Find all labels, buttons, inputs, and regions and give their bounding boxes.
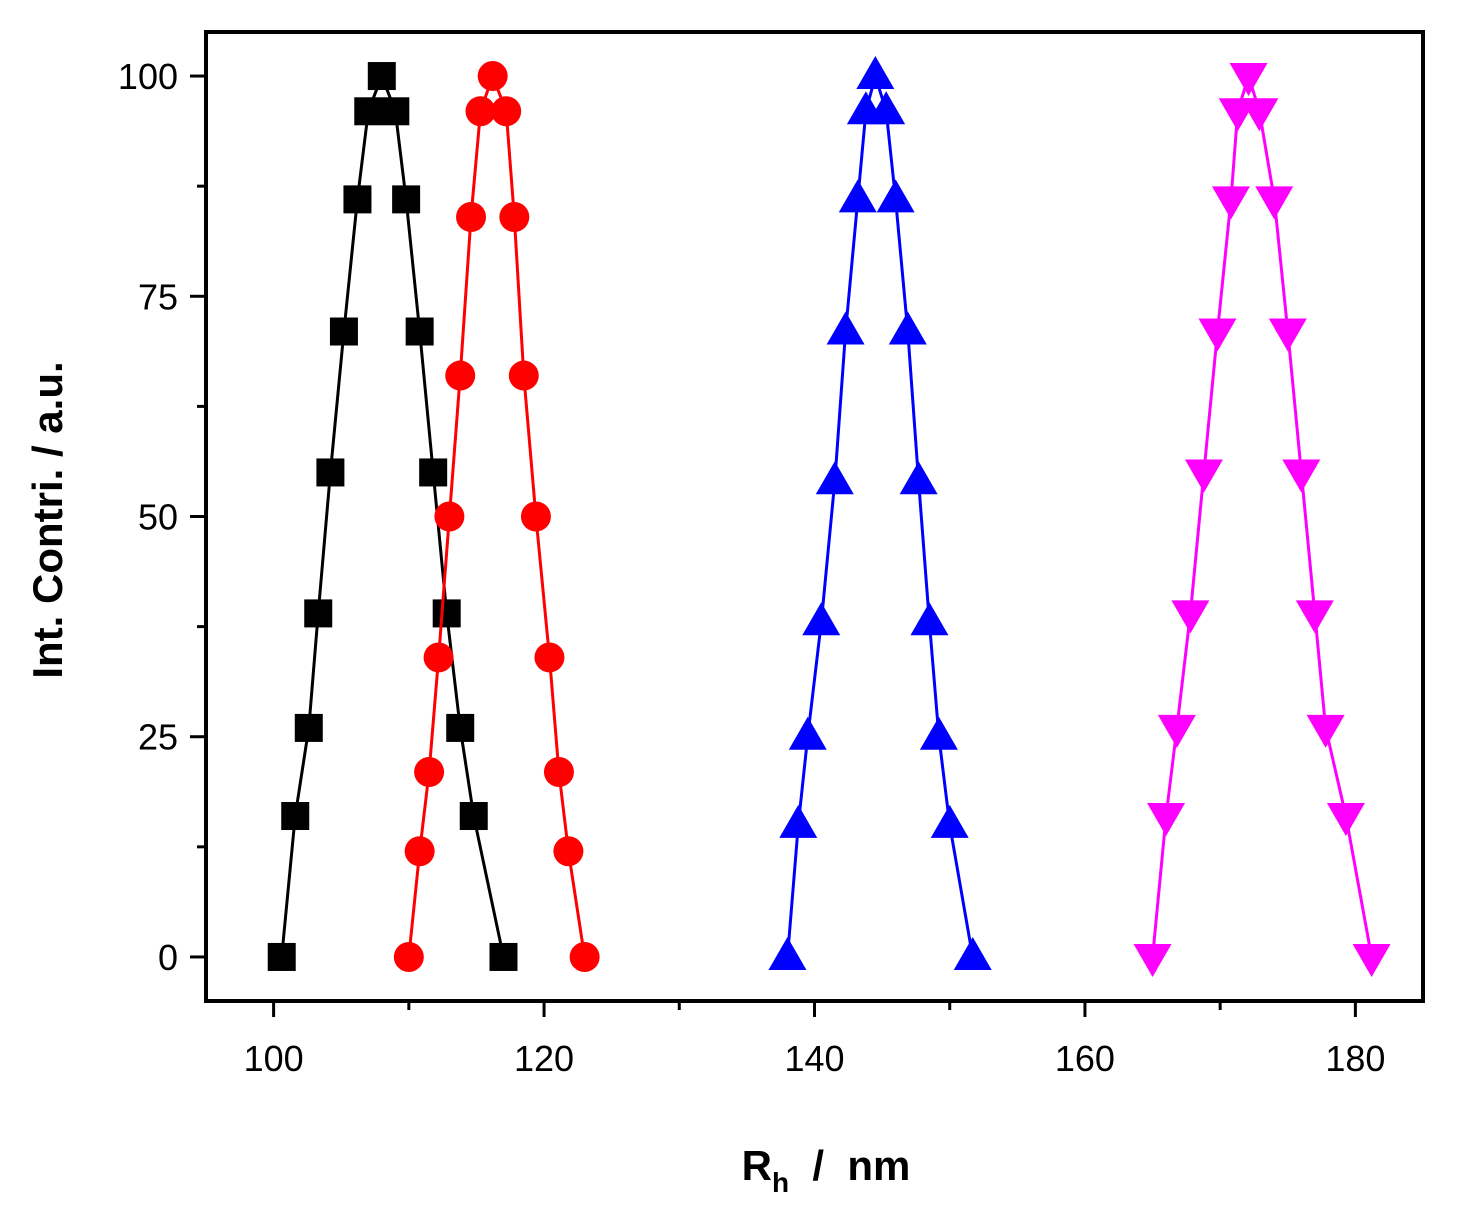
data-point (1229, 63, 1268, 97)
series-layer (267, 56, 1391, 977)
data-point (459, 802, 488, 831)
data-point (304, 599, 333, 628)
data-point (1326, 803, 1365, 837)
data-point (508, 360, 539, 391)
data-point (432, 599, 461, 628)
data-point (445, 360, 476, 391)
data-point (367, 62, 396, 91)
x-tick-label: 140 (784, 1038, 844, 1079)
data-point (520, 501, 551, 532)
data-point (477, 61, 508, 92)
data-point (392, 185, 421, 214)
data-point (294, 713, 323, 742)
series-group-series-2 (393, 61, 600, 972)
plot-frame (204, 30, 1425, 1003)
data-point (491, 96, 522, 127)
ticks-layer: 100 120 140 160 180 0 25 50 75 100 (118, 56, 1386, 1079)
y-axis-title: Int. Contri. / a.u. (24, 361, 71, 678)
data-point (788, 716, 827, 750)
x-tick-label: 180 (1325, 1038, 1385, 1079)
data-point (381, 97, 410, 126)
data-point (489, 942, 518, 971)
data-point (815, 461, 854, 495)
data-point (910, 602, 949, 636)
y-tick-label: 25 (138, 717, 178, 758)
data-point (953, 936, 992, 970)
data-point (404, 836, 435, 867)
data-point (419, 458, 448, 487)
data-point (856, 56, 895, 90)
x-tick-label: 100 (244, 1038, 304, 1079)
data-point (899, 461, 938, 495)
data-point (553, 836, 584, 867)
data-point (1211, 186, 1250, 220)
x-axis-title: Rh / nm (742, 1142, 911, 1198)
data-point (543, 756, 574, 787)
x-axis-title-unit: / nm (789, 1142, 910, 1189)
data-point (1306, 714, 1345, 748)
data-point (281, 802, 310, 831)
data-point (1147, 803, 1186, 837)
data-point (867, 91, 906, 125)
x-tick-label: 120 (514, 1038, 574, 1079)
data-point (354, 97, 383, 126)
data-point (329, 317, 358, 346)
data-point (534, 642, 565, 673)
data-point (267, 942, 296, 971)
y-tick-label: 75 (138, 276, 178, 317)
data-point (465, 96, 496, 127)
data-point (779, 804, 818, 838)
data-point (456, 201, 487, 232)
data-point (423, 642, 454, 673)
data-point (1268, 318, 1307, 352)
data-point (446, 713, 475, 742)
y-tick-label: 0 (158, 937, 178, 978)
data-point (405, 317, 434, 346)
data-point (414, 756, 445, 787)
series-line-series-4 (1151, 70, 1374, 958)
data-point (802, 602, 841, 636)
data-point (1240, 98, 1279, 132)
data-point (393, 941, 424, 972)
data-point (1184, 459, 1223, 493)
series-group-series-3 (768, 56, 992, 970)
data-point (876, 179, 915, 213)
data-point (569, 941, 600, 972)
data-point (499, 201, 530, 232)
data-point (1198, 318, 1237, 352)
series-group-series-1 (267, 62, 518, 971)
data-point (888, 311, 927, 345)
data-point (1282, 459, 1321, 493)
data-point (826, 311, 865, 345)
x-tick-label: 160 (1055, 1038, 1115, 1079)
data-point (838, 179, 877, 213)
data-point (930, 804, 969, 838)
data-point (1133, 943, 1172, 977)
x-axis-title-sub: h (772, 1167, 789, 1198)
y-tick-label: 50 (138, 497, 178, 538)
x-axis-title-main: R (742, 1142, 772, 1189)
y-tick-label: 100 (118, 56, 178, 97)
data-point (919, 716, 958, 750)
series-group-series-4 (1133, 63, 1391, 977)
data-point (1352, 943, 1391, 977)
data-point (768, 936, 807, 970)
data-point (434, 501, 465, 532)
data-point (1171, 600, 1210, 634)
data-point (316, 458, 345, 487)
data-point (1157, 714, 1196, 748)
data-point (1255, 186, 1294, 220)
data-point (1295, 600, 1334, 634)
data-point (343, 185, 372, 214)
